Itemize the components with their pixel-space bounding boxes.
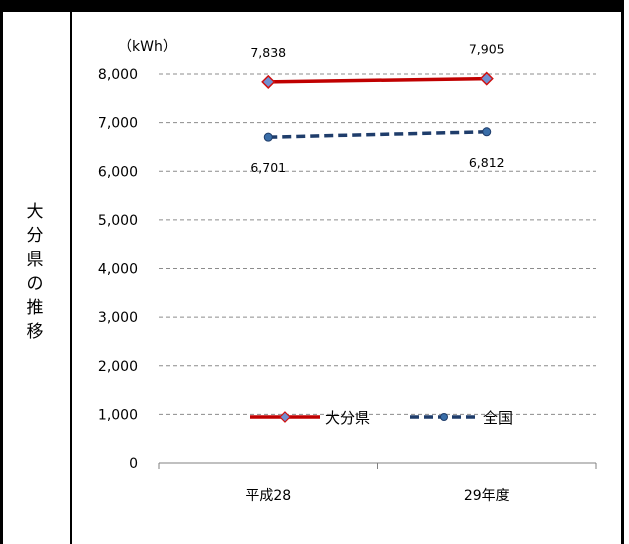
y-tick-labels: 0 1,000 2,000 3,000 4,000 5,000 6,000 7,000 8,00…	[98, 67, 138, 472]
data-point-marker	[261, 74, 276, 89]
side-label-char: 県	[26, 250, 44, 270]
x-category-label: 29年度	[464, 488, 510, 504]
gridlines	[159, 73, 596, 415]
frame-top-border	[0, 0, 624, 12]
label-column-divider	[70, 12, 72, 544]
side-label-char: の	[26, 274, 44, 294]
series-line-national	[268, 130, 487, 139]
y-tick-label: 5,000	[98, 213, 138, 229]
y-tick-label: 8,000	[98, 67, 138, 83]
y-unit-label: （kWh）	[118, 39, 177, 55]
data-point-marker	[479, 71, 494, 86]
legend-label: 大分県	[325, 409, 370, 427]
legend-marker	[279, 411, 291, 423]
data-labels: 7,838 7,905 6,701 6,812	[250, 42, 504, 176]
frame-right-border	[621, 0, 624, 544]
data-label: 7,905	[469, 42, 505, 57]
y-tick-label: 4,000	[98, 262, 138, 278]
data-label: 6,701	[250, 160, 286, 175]
data-point-marker	[482, 127, 492, 137]
y-tick-label: 3,000	[98, 310, 138, 326]
y-tick-label: 1,000	[98, 407, 138, 423]
side-label-char: 推	[26, 298, 44, 318]
x-category-labels: 平成28 29年度	[245, 488, 509, 504]
y-tick-label: 7,000	[98, 116, 138, 132]
legend: 大分県 全国	[250, 409, 513, 427]
y-tick-label: 0	[129, 456, 138, 472]
data-point-marker	[263, 132, 273, 142]
side-label-char: 大	[26, 202, 44, 222]
side-label: 大 分 県 の 推 移	[22, 200, 48, 344]
y-tick-label: 2,000	[98, 359, 138, 375]
data-label: 6,812	[469, 155, 505, 170]
x-category-label: 平成28	[245, 488, 291, 504]
side-label-char: 分	[26, 226, 44, 246]
axes	[158, 462, 597, 469]
side-label-char: 移	[26, 322, 44, 342]
series-group	[261, 71, 494, 142]
frame-left-border	[0, 0, 3, 544]
series-line-oita	[268, 76, 487, 84]
y-tick-label: 6,000	[98, 164, 138, 180]
legend-marker	[440, 413, 448, 421]
data-label: 7,838	[250, 45, 286, 60]
legend-label: 全国	[483, 409, 513, 427]
